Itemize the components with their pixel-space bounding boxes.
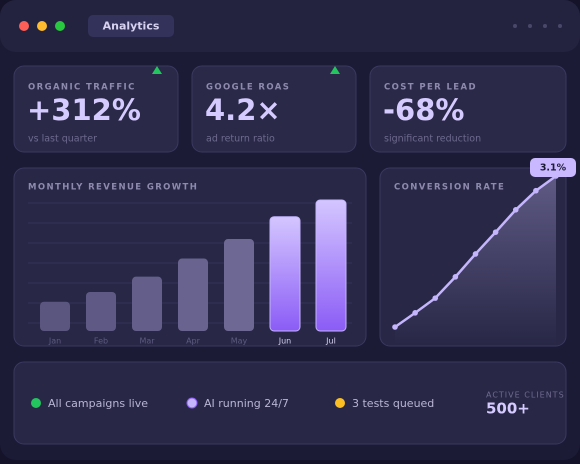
bar xyxy=(86,291,116,331)
bar xyxy=(132,276,162,331)
bar xyxy=(315,199,347,332)
x-tick-label: Mar xyxy=(139,337,155,346)
kpi-label: ORGANIC TRAFFIC xyxy=(28,83,136,93)
kpi-note: ad return ratio xyxy=(206,134,275,145)
kpi-note: significant reduction xyxy=(384,134,481,145)
charts: Jan Feb Mar Apr May Jun Jul 3.1% xyxy=(28,158,576,346)
point xyxy=(452,274,459,280)
x-tick-label: Jun xyxy=(278,337,292,346)
status-dot xyxy=(186,397,198,409)
point xyxy=(472,251,479,257)
x-tick-label: May xyxy=(231,337,248,346)
chart-title: CONVERSION RATE xyxy=(394,183,505,193)
x-tick-label: Feb xyxy=(94,337,108,346)
bar xyxy=(40,301,70,331)
status-bar xyxy=(13,361,567,445)
menu-dots[interactable] xyxy=(513,24,562,28)
x-tick-label: Jul xyxy=(325,337,336,346)
clients-label: ACTIVE CLIENTS xyxy=(486,391,565,400)
status-dot xyxy=(31,398,41,408)
up-arrow xyxy=(330,66,340,74)
value-label: 3.1% xyxy=(540,163,567,174)
tab[interactable] xyxy=(88,15,174,37)
kpi-value: -68% xyxy=(383,93,464,127)
kpi-label: GOOGLE ROAS xyxy=(206,83,290,93)
status-dot xyxy=(335,398,345,408)
up-arrow xyxy=(152,66,162,74)
label-box xyxy=(530,158,576,177)
point xyxy=(412,310,418,316)
kpi-value: +312% xyxy=(27,93,141,127)
bar xyxy=(224,239,254,331)
bar xyxy=(269,216,301,332)
x-tick-label: Apr xyxy=(186,337,201,346)
kpi-label: COST PER LEAD xyxy=(384,83,477,93)
clients-value: 500+ xyxy=(486,400,530,418)
min-dot[interactable] xyxy=(37,21,47,31)
point xyxy=(492,229,499,235)
point xyxy=(432,295,439,301)
x-tick-label: Jan xyxy=(48,337,61,346)
status-item: 3 tests queued xyxy=(352,397,434,410)
titlebar xyxy=(0,0,580,52)
kpi-value: 4.2× xyxy=(205,93,281,127)
max-dot[interactable] xyxy=(55,21,65,31)
point xyxy=(533,187,539,194)
kpi-cards xyxy=(13,65,567,153)
tab-label[interactable]: Analytics xyxy=(103,20,160,33)
chart-title: MONTHLY REVENUE GROWTH xyxy=(28,183,198,193)
point xyxy=(512,207,519,213)
area-fill xyxy=(395,176,556,345)
status-item: All campaigns live xyxy=(48,397,148,410)
bar xyxy=(178,258,208,331)
kpi-note: vs last quarter xyxy=(28,134,97,145)
status-item: AI running 24/7 xyxy=(204,397,289,410)
close-dot[interactable] xyxy=(19,21,29,31)
point xyxy=(392,324,398,330)
